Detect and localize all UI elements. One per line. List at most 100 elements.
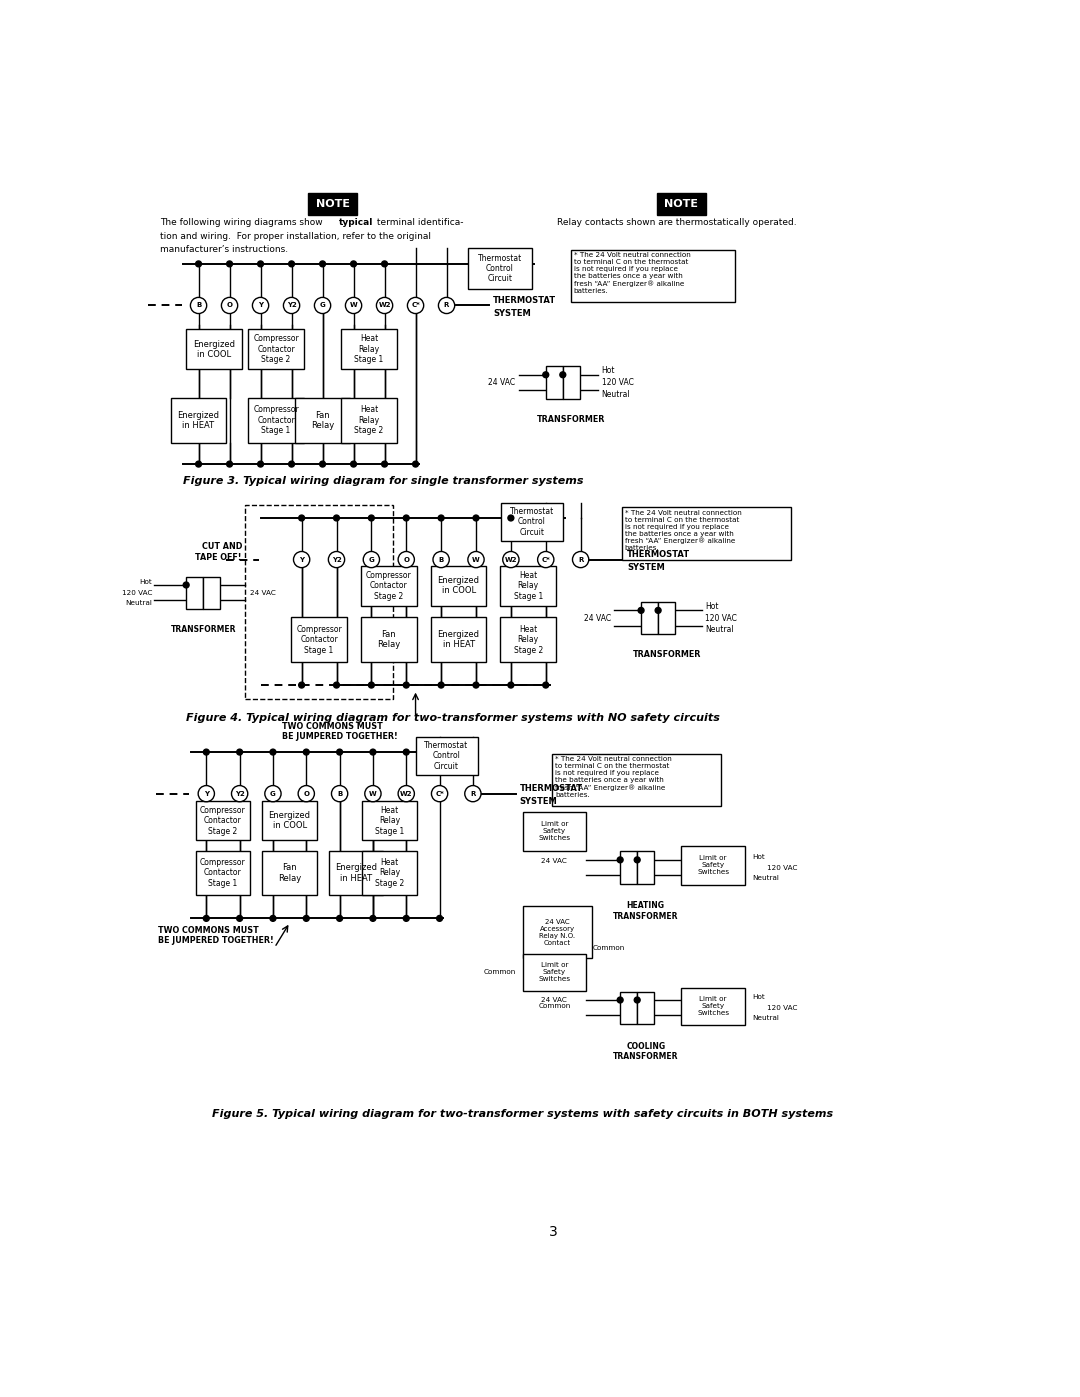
Circle shape [303,749,309,754]
Bar [523,907,592,958]
Circle shape [634,997,640,1003]
Text: Figure 5. Typical wiring diagram for two-transformer systems with safety circuit: Figure 5. Typical wiring diagram for two… [212,1109,833,1119]
Text: terminal identifica-: terminal identifica- [375,218,464,226]
Text: Common: Common [538,1003,570,1009]
Bar [523,954,586,990]
Circle shape [198,785,215,802]
Text: TRANSFORMER: TRANSFORMER [171,624,235,634]
Text: Energized
in HEAT: Energized in HEAT [437,630,480,650]
Circle shape [508,515,514,521]
Circle shape [370,915,376,921]
Text: Fan
Relay: Fan Relay [278,863,301,883]
Text: Figure 4. Typical wiring diagram for two-transformer systems with NO safety circ: Figure 4. Typical wiring diagram for two… [186,714,719,724]
Text: Compressor
Contactor
Stage 1: Compressor Contactor Stage 1 [296,624,342,655]
Circle shape [203,915,210,921]
Text: Y2: Y2 [286,303,296,309]
Text: 24 VAC
Accessory
Relay N.O.
Contact: 24 VAC Accessory Relay N.O. Contact [539,919,576,946]
Bar [248,398,303,443]
Text: HEATING
TRANSFORMER: HEATING TRANSFORMER [613,901,678,921]
Circle shape [332,785,348,802]
Bar [637,992,654,1024]
Bar [248,330,303,369]
Circle shape [502,552,519,567]
Text: Compressor
Contactor
Stage 1: Compressor Contactor Stage 1 [200,858,246,888]
Text: 24 VAC: 24 VAC [249,590,275,595]
Circle shape [337,915,342,921]
Text: O: O [227,303,232,309]
Text: O: O [303,791,309,796]
Text: B: B [195,303,201,309]
Bar [186,577,203,609]
Bar [552,753,721,806]
Text: Fan
Relay: Fan Relay [311,411,334,430]
Text: Y2: Y2 [234,791,244,796]
Bar [262,802,316,840]
Text: Neutral: Neutral [753,1016,780,1021]
Circle shape [438,515,444,521]
FancyBboxPatch shape [657,193,706,215]
Text: Figure 3. Typical wiring diagram for single transformer systems: Figure 3. Typical wiring diagram for sin… [183,476,583,486]
Circle shape [203,749,210,754]
Circle shape [403,515,409,521]
Circle shape [413,461,418,467]
Text: CUT AND
TAPE OFF!: CUT AND TAPE OFF! [195,542,242,562]
Circle shape [351,461,356,467]
Text: NOTE: NOTE [315,198,350,208]
Text: Relay contacts shown are thermostatically operated.: Relay contacts shown are thermostaticall… [557,218,797,226]
Text: R: R [470,791,475,796]
Text: Energized
in HEAT: Energized in HEAT [177,411,219,430]
Text: Energized
in COOL: Energized in COOL [269,810,311,830]
Circle shape [543,682,549,687]
Text: Heat
Relay
Stage 1: Heat Relay Stage 1 [354,334,383,365]
Circle shape [314,298,330,313]
Circle shape [381,261,388,267]
Circle shape [270,915,275,921]
Circle shape [543,372,549,377]
Circle shape [468,552,484,567]
Text: * The 24 Volt neutral connection
to terminal C on the thermostat
is not required: * The 24 Volt neutral connection to term… [625,510,742,552]
Circle shape [464,785,481,802]
Text: B: B [337,791,342,796]
Text: Heat
Relay
Stage 1: Heat Relay Stage 1 [514,571,543,601]
Text: C*: C* [411,303,420,309]
Text: NOTE: NOTE [664,198,699,208]
Circle shape [227,261,232,267]
Circle shape [403,749,409,754]
Text: G: G [320,303,325,309]
Text: G: G [368,556,375,563]
Text: W2: W2 [504,556,517,563]
Circle shape [320,461,325,467]
Text: Neutral: Neutral [602,390,630,398]
Circle shape [559,372,566,377]
Text: 24 VAC: 24 VAC [488,379,515,387]
Bar [620,992,637,1024]
Text: 120 VAC: 120 VAC [767,865,797,870]
Circle shape [617,856,623,863]
Text: Hot: Hot [753,993,766,1000]
Text: * The 24 Volt neutral connection
to terminal C on the thermostat
is not required: * The 24 Volt neutral connection to term… [555,756,672,798]
Circle shape [288,261,295,267]
Bar [186,330,242,369]
Text: Neutral: Neutral [705,624,734,634]
Text: C*: C* [541,556,550,563]
Text: Common: Common [484,970,516,975]
Text: * The 24 Volt neutral connection
to terminal C on the thermostat
is not required: * The 24 Volt neutral connection to term… [573,253,690,295]
Bar [203,577,220,609]
Text: O: O [403,556,409,563]
Bar [431,566,486,606]
Text: C*: C* [435,791,444,796]
Bar [620,851,637,884]
Text: SYSTEM: SYSTEM [627,563,665,571]
Circle shape [431,785,448,802]
Bar [637,851,654,884]
Text: tion and wiring.  For proper installation, refer to the original: tion and wiring. For proper installation… [160,232,431,240]
Text: Neutral: Neutral [753,876,780,882]
Circle shape [438,682,444,687]
Text: Common: Common [592,944,624,950]
Circle shape [399,552,415,567]
Bar [681,988,745,1024]
Text: R: R [578,556,583,563]
Bar [329,851,383,895]
Text: 3: 3 [549,1225,558,1239]
Circle shape [403,682,409,687]
